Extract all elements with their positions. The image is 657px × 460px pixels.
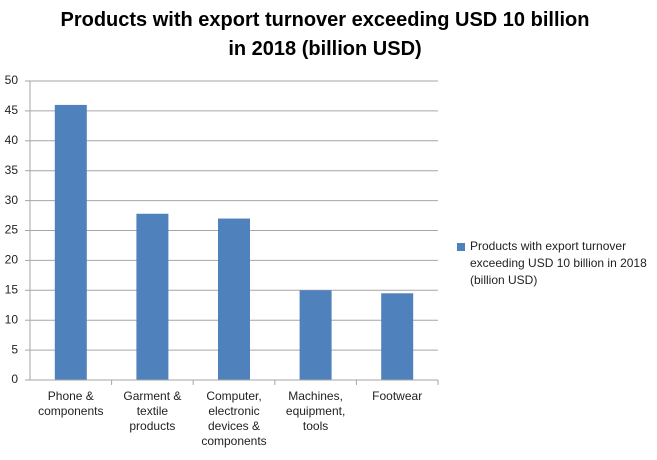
bar: [218, 218, 250, 380]
y-tick-label: 50: [5, 73, 19, 87]
x-tick-label: Phone & components: [38, 389, 104, 418]
x-tick-label: Footwear: [372, 389, 423, 403]
legend-swatch: [457, 243, 465, 251]
y-tick-label: 15: [5, 282, 19, 296]
x-tick-label: Machines, equipment, tools: [285, 389, 346, 433]
bar: [299, 290, 332, 380]
y-tick-label: 0: [11, 372, 18, 386]
bar: [136, 213, 169, 380]
y-tick-label: 35: [5, 163, 19, 177]
y-tick-label: 45: [5, 103, 19, 117]
y-tick-label: 40: [5, 133, 19, 147]
y-tick-label: 5: [11, 342, 18, 356]
x-tick-label: Garment & textile products: [123, 389, 182, 433]
legend-label: Products with export turnover exceeding …: [470, 239, 647, 287]
y-tick-label: 20: [5, 253, 19, 267]
chart-title: Products with export turnover exceeding …: [60, 9, 590, 60]
y-tick-label: 30: [5, 193, 19, 207]
bar: [54, 104, 87, 381]
y-tick-label: 10: [5, 312, 19, 326]
y-tick-label: 25: [5, 223, 19, 237]
bar: [381, 293, 414, 380]
legend: Products with export turnover exceeding …: [457, 238, 652, 289]
x-tick-label: Computer, electronic devices & component…: [201, 389, 267, 448]
